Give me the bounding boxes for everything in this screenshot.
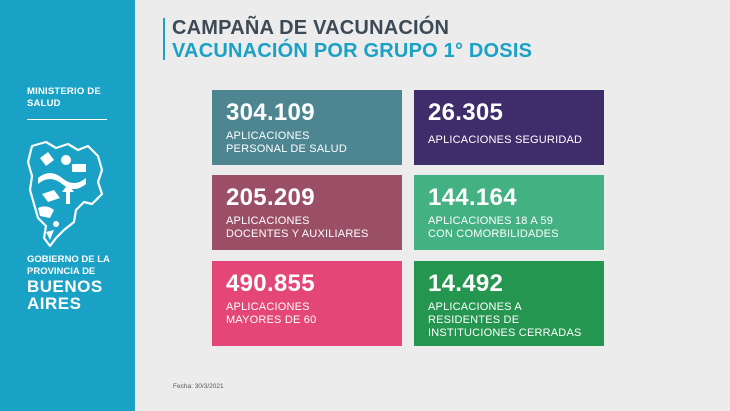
sidebar: MINISTERIO DE SALUD GOBIERNO DE LA PROVI… bbox=[0, 0, 135, 411]
stat-card-personal-salud: 304.109 APLICACIONES PERSONAL DE SALUD bbox=[212, 90, 402, 165]
date-footer: Fecha: 30/3/2021 bbox=[173, 383, 224, 390]
date-value: 30/3/2021 bbox=[194, 383, 224, 390]
stat-label: APLICACIONES A RESIDENTES DE INSTITUCION… bbox=[428, 301, 590, 340]
stat-label-line-2: DOCENTES Y AUXILIARES bbox=[226, 228, 369, 240]
province-map-emblem-icon bbox=[26, 140, 104, 248]
stat-label-line-2: CON COMORBILIDADES bbox=[428, 228, 559, 240]
stat-label: APLICACIONES PERSONAL DE SALUD bbox=[226, 130, 388, 156]
stat-label: APLICACIONES DOCENTES Y AUXILIARES bbox=[226, 215, 388, 241]
gov-line-1: GOBIERNO DE LA bbox=[27, 254, 110, 265]
stat-label-line-2: PERSONAL DE SALUD bbox=[226, 143, 347, 155]
stat-card-instituciones-cerradas: 14.492 APLICACIONES A RESIDENTES DE INST… bbox=[414, 261, 604, 346]
stat-label-line-1: APLICACIONES bbox=[226, 301, 310, 313]
stat-value: 144.164 bbox=[428, 184, 517, 211]
province-name-line-1: BUENOS bbox=[27, 277, 103, 296]
stat-label-line-1: APLICACIONES A bbox=[428, 301, 522, 313]
province-name: BUENOS AIRES bbox=[27, 278, 127, 312]
province-name-line-2: AIRES bbox=[27, 294, 82, 313]
ministry-label: MINISTERIO DE SALUD bbox=[27, 86, 122, 110]
stat-label-line-1: APLICACIONES SEGURIDAD bbox=[428, 134, 583, 146]
page-subtitle: VACUNACIÓN POR GRUPO 1° DOSIS bbox=[172, 40, 533, 62]
title-accent-bar bbox=[163, 18, 165, 60]
page-title: CAMPAÑA DE VACUNACIÓN bbox=[172, 17, 450, 39]
stat-label: APLICACIONES SEGURIDAD bbox=[428, 134, 590, 147]
date-label: Fecha: bbox=[173, 383, 193, 390]
stat-label: APLICACIONES MAYORES DE 60 bbox=[226, 301, 388, 327]
stat-value: 26.305 bbox=[428, 99, 504, 126]
stat-value: 490.855 bbox=[226, 270, 315, 297]
stat-card-docentes: 205.209 APLICACIONES DOCENTES Y AUXILIAR… bbox=[212, 175, 402, 250]
stat-value: 14.492 bbox=[428, 270, 504, 297]
ministry-line-2: SALUD bbox=[27, 98, 61, 109]
stat-card-mayores-60: 490.855 APLICACIONES MAYORES DE 60 bbox=[212, 261, 402, 346]
stat-label-line-2: RESIDENTES DE bbox=[428, 314, 520, 326]
gov-line-2: PROVINCIA DE bbox=[27, 266, 96, 277]
stat-label-line-1: APLICACIONES bbox=[226, 130, 310, 142]
stat-value: 304.109 bbox=[226, 99, 315, 126]
stat-label-line-3: INSTITUCIONES CERRADAS bbox=[428, 327, 582, 339]
stat-label-line-2: MAYORES DE 60 bbox=[226, 314, 317, 326]
stat-value: 205.209 bbox=[226, 184, 315, 211]
government-label: GOBIERNO DE LA PROVINCIA DE bbox=[27, 254, 127, 278]
stat-label-line-1: APLICACIONES 18 A 59 bbox=[428, 215, 554, 227]
ministry-line-1: MINISTERIO DE bbox=[27, 86, 101, 97]
stat-label: APLICACIONES 18 A 59 CON COMORBILIDADES bbox=[428, 215, 590, 241]
stat-label-line-1: APLICACIONES bbox=[226, 215, 310, 227]
sidebar-divider bbox=[27, 119, 107, 120]
stat-card-comorbilidades: 144.164 APLICACIONES 18 A 59 CON COMORBI… bbox=[414, 175, 604, 250]
stat-card-seguridad: 26.305 APLICACIONES SEGURIDAD bbox=[414, 90, 604, 165]
